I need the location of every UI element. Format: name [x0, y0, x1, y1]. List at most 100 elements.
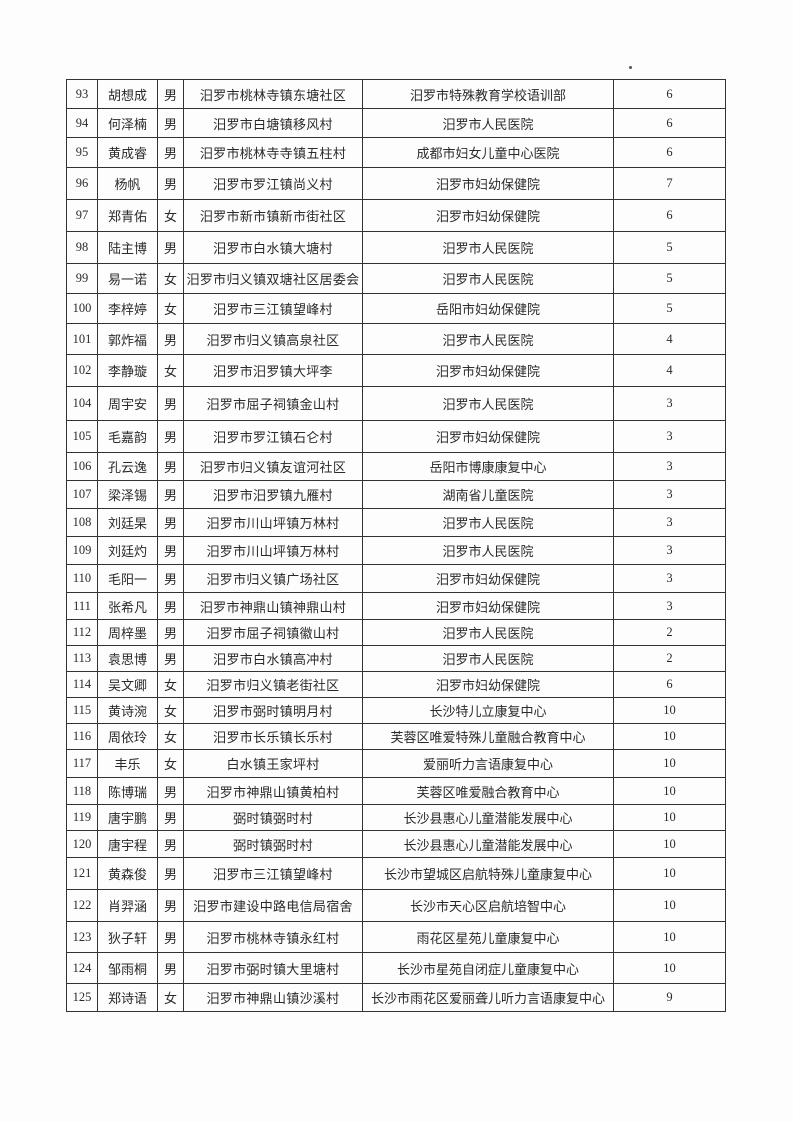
address-cell: 汨罗市白水镇大塘村	[183, 231, 363, 264]
row-number-cell: 121	[66, 857, 98, 890]
table-row: 117 丰乐女白水镇王家坪村 爱丽听力言语康复中心 10	[66, 749, 726, 778]
address-cell: 汨罗市归义镇广场社区	[183, 564, 363, 593]
institution-cell: 汨罗市妇幼保健院	[362, 199, 614, 232]
row-number-cell: 119	[66, 804, 98, 831]
count-cell: 3	[613, 420, 726, 453]
address-cell: 汨罗市长乐镇长乐村	[183, 723, 363, 750]
gender-cell: 女	[157, 723, 184, 750]
table-row: 119 唐宇鹏男弼时镇弼时村 长沙县惠心儿童潜能发展中心 10	[66, 804, 726, 831]
table-row: 115 黄诗涴女汨罗市弼时镇明月村 长沙特儿立康复中心 10	[66, 697, 726, 724]
address-cell: 汨罗市罗江镇石仑村	[183, 420, 363, 453]
count-cell: 3	[613, 452, 726, 481]
table-row: 104 周宇安男汨罗市屈子祠镇金山村 汨罗市人民医院 3	[66, 386, 726, 421]
gender-cell: 男	[157, 79, 184, 109]
row-number-cell: 107	[66, 480, 98, 509]
row-number-cell: 101	[66, 323, 98, 355]
institution-cell: 长沙市天心区启航培智中心	[362, 889, 614, 922]
row-number-cell: 120	[66, 830, 98, 858]
child-name-cell: 周宇安	[97, 386, 158, 421]
gender-cell: 男	[157, 452, 184, 481]
child-name-cell: 郭炸福	[97, 323, 158, 355]
gender-cell: 男	[157, 830, 184, 858]
institution-cell: 汨罗市特殊教育学校语训部	[362, 79, 614, 109]
gender-cell: 男	[157, 592, 184, 620]
institution-cell: 汨罗市人民医院	[362, 231, 614, 264]
child-name-cell: 丰乐	[97, 749, 158, 778]
gender-cell: 男	[157, 480, 184, 509]
child-name-cell: 黄森俊	[97, 857, 158, 890]
table-row: 124 邹雨桐男汨罗市弼时镇大里塘村 长沙市星苑自闭症儿童康复中心 10	[66, 952, 726, 984]
gender-cell: 男	[157, 804, 184, 831]
gender-cell: 男	[157, 952, 184, 984]
child-name-cell: 毛嘉韵	[97, 420, 158, 453]
gender-cell: 女	[157, 293, 184, 324]
row-number-cell: 108	[66, 508, 98, 537]
child-name-cell: 张希凡	[97, 592, 158, 620]
table-row: 109 刘廷灼男汨罗市川山坪镇万林村 汨罗市人民医院 3	[66, 536, 726, 565]
institution-cell: 汨罗市妇幼保健院	[362, 592, 614, 620]
count-cell: 6	[613, 137, 726, 168]
row-number-cell: 114	[66, 671, 98, 698]
gender-cell: 男	[157, 536, 184, 565]
child-name-cell: 周梓墨	[97, 619, 158, 646]
row-number-cell: 117	[66, 749, 98, 778]
gender-cell: 男	[157, 108, 184, 138]
table-row: 110 毛阳一男汨罗市归义镇广场社区 汨罗市妇幼保健院 3	[66, 564, 726, 593]
table-row: 111 张希凡男汨罗市神鼎山镇神鼎山村 汨罗市妇幼保健院 3	[66, 592, 726, 620]
table-row: 118 陈博瑞男汨罗市神鼎山镇黄柏村 芙蓉区唯爱融合教育中心 10	[66, 777, 726, 805]
address-cell: 汨罗市桃林寺镇永红村	[183, 921, 363, 953]
address-cell: 汨罗市新市镇新市街社区	[183, 199, 363, 232]
count-cell: 4	[613, 323, 726, 355]
count-cell: 7	[613, 167, 726, 200]
institution-cell: 长沙县惠心儿童潜能发展中心	[362, 830, 614, 858]
institution-cell: 长沙市星苑自闭症儿童康复中心	[362, 952, 614, 984]
gender-cell: 女	[157, 749, 184, 778]
gender-cell: 男	[157, 564, 184, 593]
count-cell: 6	[613, 671, 726, 698]
address-cell: 弼时镇弼时村	[183, 830, 363, 858]
address-cell: 汨罗市建设中路电信局宿舍	[183, 889, 363, 922]
table-row: 97 郑青佑女汨罗市新市镇新市街社区 汨罗市妇幼保健院 6	[66, 199, 726, 232]
table-row: 95 黄成睿男汨罗市桃林寺寺镇五柱村 成都市妇女儿童中心医院 6	[66, 137, 726, 168]
address-cell: 汨罗市罗江镇尚义村	[183, 167, 363, 200]
gender-cell: 男	[157, 645, 184, 672]
count-cell: 6	[613, 199, 726, 232]
address-cell: 汨罗市川山坪镇万林村	[183, 508, 363, 537]
institution-cell: 芙蓉区唯爱特殊儿童融合教育中心	[362, 723, 614, 750]
row-number-cell: 100	[66, 293, 98, 324]
count-cell: 10	[613, 830, 726, 858]
institution-cell: 汨罗市妇幼保健院	[362, 420, 614, 453]
count-cell: 5	[613, 263, 726, 294]
child-name-cell: 陈博瑞	[97, 777, 158, 805]
institution-cell: 汨罗市妇幼保健院	[362, 564, 614, 593]
address-cell: 汨罗市三江镇望峰村	[183, 857, 363, 890]
institution-cell: 汨罗市妇幼保健院	[362, 671, 614, 698]
registry-table: 93 胡想成男汨罗市桃林寺镇东塘社区 汨罗市特殊教育学校语训部 6 94 何泽楠男汨罗市白…	[66, 79, 726, 1012]
row-number-cell: 112	[66, 619, 98, 646]
table-row: 116 周依玲女汨罗市长乐镇长乐村 芙蓉区唯爱特殊儿童融合教育中心 10	[66, 723, 726, 750]
institution-cell: 长沙县惠心儿童潜能发展中心	[362, 804, 614, 831]
gender-cell: 女	[157, 354, 184, 387]
count-cell: 4	[613, 354, 726, 387]
count-cell: 10	[613, 857, 726, 890]
institution-cell: 湖南省儿童医院	[362, 480, 614, 509]
gender-cell: 男	[157, 777, 184, 805]
institution-cell: 汨罗市人民医院	[362, 263, 614, 294]
gender-cell: 女	[157, 199, 184, 232]
child-name-cell: 郑诗语	[97, 983, 158, 1012]
child-name-cell: 唐宇程	[97, 830, 158, 858]
child-name-cell: 邹雨桐	[97, 952, 158, 984]
count-cell: 10	[613, 921, 726, 953]
row-number-cell: 102	[66, 354, 98, 387]
row-number-cell: 109	[66, 536, 98, 565]
table-row: 114 吴文卿女汨罗市归义镇老街社区 汨罗市妇幼保健院 6	[66, 671, 726, 698]
institution-cell: 汨罗市人民医院	[362, 645, 614, 672]
row-number-cell: 105	[66, 420, 98, 453]
count-cell: 10	[613, 804, 726, 831]
row-number-cell: 110	[66, 564, 98, 593]
institution-cell: 爱丽听力言语康复中心	[362, 749, 614, 778]
count-cell: 10	[613, 697, 726, 724]
child-name-cell: 肖羿涵	[97, 889, 158, 922]
gender-cell: 女	[157, 671, 184, 698]
address-cell: 汨罗市白塘镇移风村	[183, 108, 363, 138]
